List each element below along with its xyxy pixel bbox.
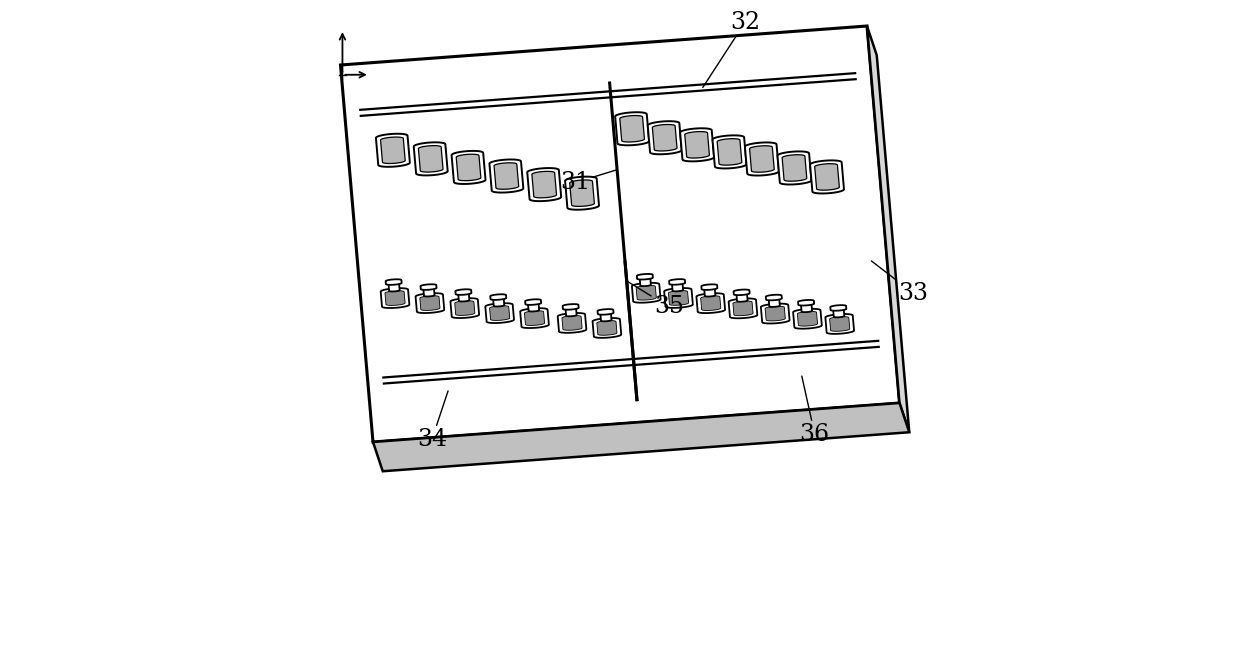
Polygon shape (418, 146, 443, 172)
Polygon shape (490, 294, 506, 300)
Polygon shape (598, 309, 614, 315)
Polygon shape (494, 296, 505, 307)
Polygon shape (737, 291, 748, 302)
Polygon shape (831, 305, 847, 311)
Polygon shape (729, 298, 758, 318)
Polygon shape (341, 26, 899, 442)
Polygon shape (376, 134, 410, 167)
Polygon shape (668, 291, 688, 306)
Polygon shape (593, 318, 621, 338)
Polygon shape (761, 304, 790, 324)
Polygon shape (388, 281, 399, 291)
Polygon shape (833, 307, 844, 317)
Polygon shape (458, 291, 470, 302)
Polygon shape (596, 320, 618, 335)
Polygon shape (527, 168, 562, 201)
Polygon shape (815, 164, 839, 190)
Polygon shape (455, 289, 471, 295)
Polygon shape (420, 296, 440, 311)
Polygon shape (704, 286, 715, 296)
Polygon shape (749, 146, 774, 172)
Polygon shape (794, 309, 822, 329)
Polygon shape (565, 306, 577, 317)
Polygon shape (701, 296, 720, 311)
Polygon shape (799, 300, 815, 306)
Polygon shape (647, 121, 682, 154)
Polygon shape (373, 403, 909, 471)
Polygon shape (769, 296, 780, 307)
Polygon shape (713, 135, 746, 168)
Polygon shape (697, 293, 725, 313)
Polygon shape (562, 316, 582, 330)
Polygon shape (600, 311, 611, 321)
Polygon shape (565, 177, 599, 210)
Polygon shape (765, 306, 785, 321)
Polygon shape (684, 131, 709, 158)
Polygon shape (680, 128, 714, 161)
Polygon shape (826, 314, 854, 334)
Polygon shape (652, 125, 677, 151)
Polygon shape (620, 116, 645, 142)
Text: 33: 33 (872, 261, 929, 305)
Polygon shape (563, 304, 579, 309)
Polygon shape (558, 313, 587, 333)
Polygon shape (867, 26, 909, 432)
Polygon shape (450, 298, 479, 318)
Polygon shape (386, 280, 402, 285)
Polygon shape (415, 293, 444, 313)
Polygon shape (528, 301, 539, 311)
Polygon shape (494, 162, 518, 189)
Polygon shape (532, 172, 557, 198)
Polygon shape (381, 137, 405, 164)
Polygon shape (810, 161, 844, 194)
Polygon shape (485, 303, 515, 323)
Polygon shape (490, 306, 510, 320)
Text: 32: 32 (703, 11, 760, 88)
Polygon shape (636, 285, 656, 300)
Polygon shape (766, 294, 782, 300)
Polygon shape (717, 138, 742, 165)
Polygon shape (745, 142, 779, 176)
Polygon shape (801, 302, 812, 312)
Polygon shape (451, 151, 486, 184)
Polygon shape (637, 274, 653, 280)
Polygon shape (456, 154, 481, 181)
Polygon shape (733, 301, 753, 316)
Polygon shape (830, 317, 849, 332)
Polygon shape (521, 308, 549, 328)
Polygon shape (734, 289, 750, 295)
Polygon shape (569, 180, 594, 207)
Polygon shape (632, 283, 661, 303)
Polygon shape (640, 276, 651, 286)
Polygon shape (381, 288, 409, 308)
Polygon shape (490, 159, 523, 192)
Text: 31: 31 (559, 170, 618, 194)
Polygon shape (420, 284, 436, 290)
Polygon shape (782, 155, 807, 181)
Polygon shape (615, 112, 649, 146)
Text: 35: 35 (626, 281, 684, 318)
Polygon shape (423, 286, 434, 296)
Polygon shape (797, 311, 817, 326)
Polygon shape (777, 151, 811, 185)
Polygon shape (670, 279, 686, 285)
Polygon shape (414, 142, 448, 176)
Polygon shape (525, 299, 541, 305)
Polygon shape (384, 291, 405, 306)
Polygon shape (525, 311, 544, 326)
Text: 36: 36 (800, 376, 830, 446)
Polygon shape (702, 284, 718, 290)
Polygon shape (665, 288, 693, 308)
Text: 34: 34 (417, 391, 448, 451)
Polygon shape (672, 281, 683, 291)
Polygon shape (455, 301, 475, 315)
